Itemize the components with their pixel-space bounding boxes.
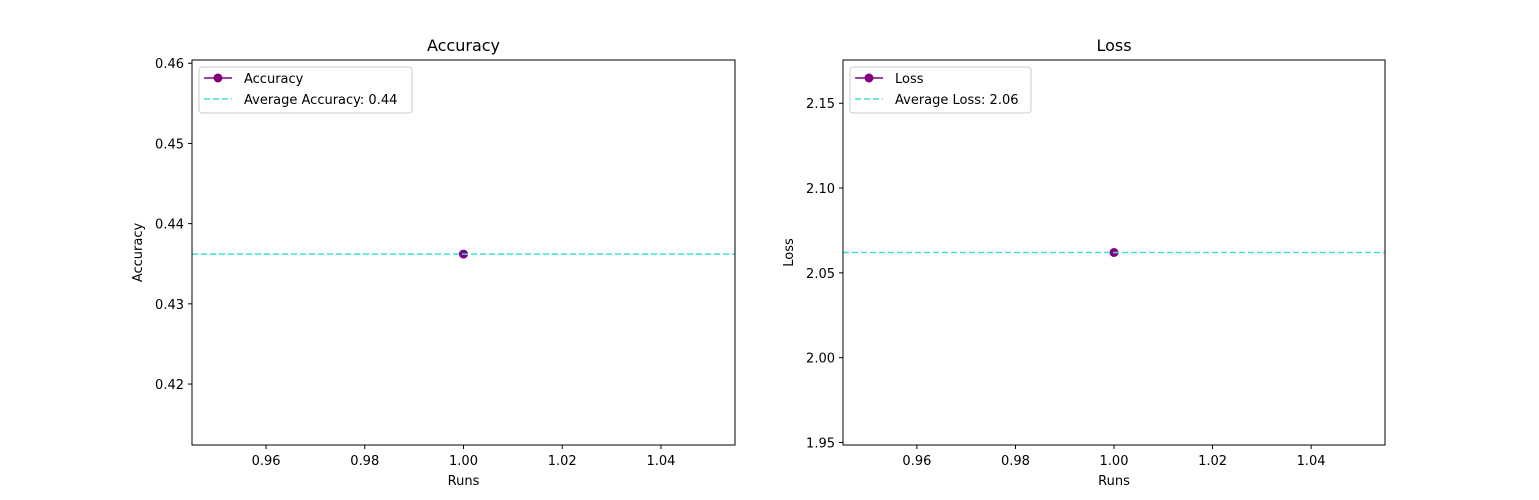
x-tick-label: 0.96 xyxy=(252,454,281,469)
chart-title: Loss xyxy=(1096,36,1131,55)
x-tick-label: 0.96 xyxy=(902,454,931,469)
x-tick-label: 1.00 xyxy=(1100,454,1129,469)
chart-panel-0: Accuracy 0.96 0.98 1.00 1.02 1.04 0.42 0.43 0.44… xyxy=(131,36,736,489)
chart-title: Accuracy xyxy=(427,36,500,55)
legend-swatch-marker xyxy=(864,73,874,83)
x-tick-label: 1.02 xyxy=(548,454,577,469)
legend-box xyxy=(198,66,413,114)
y-tick-label: 1.95 xyxy=(806,436,835,451)
y-tick-label: 0.42 xyxy=(155,378,184,393)
x-tick-label: 0.98 xyxy=(1001,454,1030,469)
y-tick-label: 0.44 xyxy=(155,218,184,233)
y-axis-label: Accuracy xyxy=(131,223,146,283)
y-tick-label: 2.15 xyxy=(806,97,835,112)
legend-label: Average Loss: 2.06 xyxy=(895,93,1019,108)
y-tick-label: 0.45 xyxy=(155,137,184,152)
x-tick-label: 1.00 xyxy=(449,454,478,469)
legend-box xyxy=(849,66,1032,114)
y-tick-label: 0.46 xyxy=(155,57,184,72)
legend-label: Loss xyxy=(895,72,924,87)
x-tick-label: 1.04 xyxy=(1297,454,1326,469)
plot-frame xyxy=(842,59,1386,446)
x-tick-label: 1.04 xyxy=(646,454,675,469)
y-tick-label: 2.05 xyxy=(806,267,835,282)
x-tick-label: 0.98 xyxy=(350,454,379,469)
chart-panel-1: Loss 0.96 0.98 1.00 1.02 1.04 1.95 2.00 2.05 2.10… xyxy=(782,36,1386,489)
y-tick-label: 0.43 xyxy=(155,298,184,313)
legend-swatch-marker xyxy=(213,73,223,83)
plot-frame xyxy=(191,59,736,446)
legend-label: Accuracy xyxy=(244,72,304,87)
x-axis-label: Runs xyxy=(448,474,480,489)
legend-label: Average Accuracy: 0.44 xyxy=(244,93,397,108)
y-axis-label: Loss xyxy=(782,238,797,267)
y-tick-label: 2.00 xyxy=(806,352,835,367)
y-tick-label: 2.10 xyxy=(806,182,835,197)
x-tick-label: 1.02 xyxy=(1198,454,1227,469)
x-axis-label: Runs xyxy=(1098,474,1130,489)
